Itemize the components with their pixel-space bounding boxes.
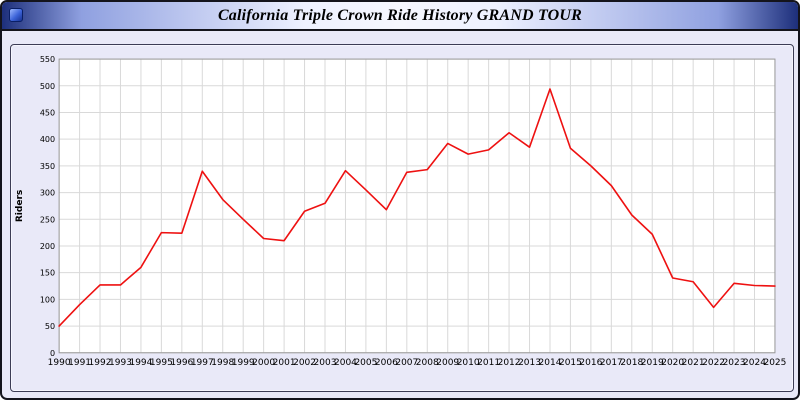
x-tick-label: 1994 [129,358,152,368]
y-tick-label: 450 [40,108,55,117]
x-tick-label: 2011 [477,358,500,368]
x-tick-label: 2016 [579,358,602,368]
x-tick-label: 2008 [416,358,439,368]
x-tick-label: 1996 [170,358,193,368]
y-tick-label: 500 [40,82,55,91]
chart-title: California Triple Crown Ride History GRA… [217,6,583,24]
x-tick-label: 1993 [109,358,132,368]
x-tick-label: 2013 [518,358,541,368]
x-tick-label: 2020 [661,358,684,368]
x-tick-label: 2018 [620,358,643,368]
x-tick-label: 2006 [375,358,398,368]
x-tick-label: 2003 [314,358,337,368]
plot-border [58,58,776,354]
riders-line [58,88,776,327]
x-tick-label: 2014 [539,358,562,368]
y-tick-label: 50 [45,322,55,331]
x-tick-label: 2017 [600,358,623,368]
x-tick-label: 1999 [232,358,255,368]
x-tick-label: 1997 [191,358,214,368]
y-tick-label: 300 [40,189,55,198]
x-tick-label: 2001 [273,358,296,368]
plot-background [59,59,775,353]
window-titlebar: California Triple Crown Ride History GRA… [2,2,798,31]
x-tick-label: 1991 [68,358,91,368]
y-tick-label: 350 [40,162,55,171]
y-tick-label: 400 [40,135,55,144]
x-tick-label: 2024 [743,358,766,368]
x-tick-label: 2019 [641,358,664,368]
x-tick-label: 2015 [559,358,582,368]
x-tick-label: 2009 [436,358,459,368]
x-tick-label: 1992 [89,358,112,368]
x-tick-label: 2007 [395,358,418,368]
y-axis-title: Riders [15,190,25,222]
chart-frame: Riders 0 50 100 150 200 250 300 350 400 450 500 550… [10,44,794,392]
y-tick-label: 550 [40,55,55,64]
y-tick-label: 250 [40,215,55,224]
y-tick-label: 100 [40,295,55,304]
x-tick-label: 2004 [334,358,357,368]
x-tick-label: 2002 [293,358,316,368]
x-tick-label: 1995 [150,358,173,368]
x-tick-label: 1990 [48,358,71,368]
x-tick-label: 2025 [763,358,786,368]
x-tick-label: 2012 [498,358,521,368]
x-tick-label: 2000 [252,358,275,368]
x-tick-label: 2005 [354,358,377,368]
y-tick-label: 200 [40,242,55,251]
chart-svg: Riders 0 50 100 150 200 250 300 350 400 450 500 550… [15,55,786,368]
y-tick-label: 150 [40,269,55,278]
x-tick-label: 1998 [211,358,234,368]
x-tick-label: 2023 [723,358,746,368]
x-tick-label: 2010 [457,358,480,368]
y-tick-label: 0 [50,349,55,358]
x-tick-label: 2022 [702,358,725,368]
app-icon [9,8,23,22]
x-tick-label: 2021 [682,358,705,368]
